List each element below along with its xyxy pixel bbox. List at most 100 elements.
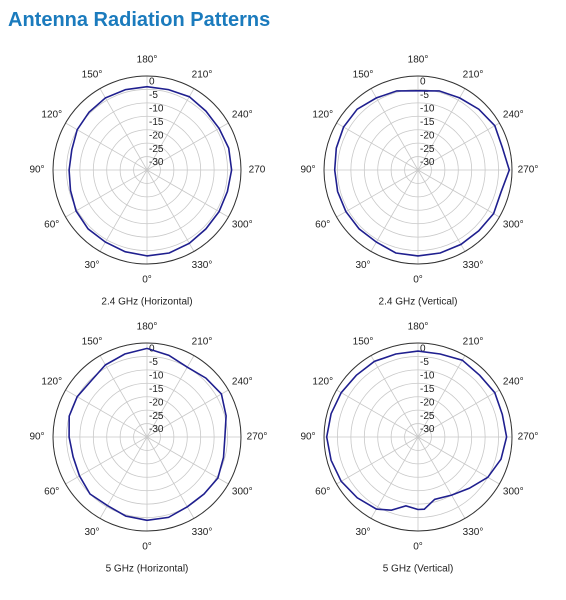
spoke bbox=[336, 436, 419, 485]
r-tick-label: -25 bbox=[420, 144, 435, 155]
ring bbox=[66, 89, 228, 251]
ring bbox=[92, 115, 202, 225]
r-tick-label: -10 bbox=[420, 103, 435, 114]
spoke bbox=[99, 169, 148, 252]
chart-caption: 5 GHz (Vertical) bbox=[383, 564, 454, 575]
ring bbox=[79, 369, 215, 505]
theta-tick-label: 240° bbox=[503, 110, 524, 121]
plot-border bbox=[52, 75, 242, 265]
spoke bbox=[370, 355, 419, 438]
spoke bbox=[336, 389, 419, 438]
ring bbox=[133, 423, 161, 451]
ring bbox=[92, 382, 202, 492]
r-tick-label: -30 bbox=[420, 424, 435, 435]
r-tick-label: -5 bbox=[420, 90, 429, 101]
spoke bbox=[146, 436, 195, 519]
r-tick-label: -20 bbox=[420, 130, 435, 141]
theta-tick-label: 240° bbox=[232, 377, 253, 388]
spoke bbox=[65, 389, 148, 438]
theta-tick-label: 60° bbox=[44, 487, 59, 498]
theta-tick-label: 150° bbox=[353, 69, 374, 80]
theta-tick-label: 180° bbox=[408, 322, 429, 333]
plot-border bbox=[323, 342, 513, 532]
ring bbox=[350, 369, 486, 505]
theta-tick-label: 30° bbox=[355, 260, 370, 271]
spoke bbox=[417, 436, 500, 485]
r-tick-label: -15 bbox=[149, 384, 164, 395]
theta-tick-label: 210° bbox=[463, 69, 484, 80]
theta-tick-label: 210° bbox=[463, 336, 484, 347]
spoke bbox=[146, 355, 195, 438]
theta-tick-label: 300° bbox=[503, 220, 524, 231]
r-tick-label: -20 bbox=[420, 397, 435, 408]
spoke bbox=[370, 88, 419, 171]
spoke bbox=[146, 389, 229, 438]
theta-tick-label: 300° bbox=[232, 487, 253, 498]
r-tick-label: -30 bbox=[149, 157, 164, 168]
theta-tick-label: 270° bbox=[518, 432, 539, 443]
r-tick-label: -25 bbox=[149, 411, 164, 422]
spoke bbox=[417, 122, 500, 171]
spoke bbox=[417, 436, 466, 519]
theta-tick-label: 90° bbox=[300, 432, 315, 443]
spoke bbox=[65, 169, 148, 218]
r-tick-label: -10 bbox=[149, 370, 164, 381]
theta-tick-label: 30° bbox=[355, 527, 370, 538]
ring bbox=[66, 356, 228, 518]
r-tick-label: 0 bbox=[149, 77, 155, 88]
theta-tick-label: 0° bbox=[413, 275, 423, 286]
theta-tick-label: 120° bbox=[41, 377, 62, 388]
r-tick-label: 0 bbox=[420, 344, 426, 355]
r-tick-label: -20 bbox=[149, 397, 164, 408]
spoke bbox=[146, 88, 195, 171]
ring bbox=[79, 102, 215, 238]
ring bbox=[337, 356, 499, 518]
chart-caption: 5 GHz (Horizontal) bbox=[106, 564, 189, 575]
r-tick-label: -5 bbox=[149, 357, 158, 368]
ring bbox=[404, 156, 432, 184]
theta-tick-label: 180° bbox=[137, 322, 158, 333]
theta-tick-label: 0° bbox=[413, 542, 423, 553]
theta-tick-label: 330° bbox=[463, 527, 484, 538]
theta-tick-label: 90° bbox=[300, 165, 315, 176]
r-tick-label: -5 bbox=[420, 357, 429, 368]
r-tick-label: -10 bbox=[149, 103, 164, 114]
chart-caption: 2.4 GHz (Horizontal) bbox=[101, 297, 192, 308]
ring bbox=[119, 142, 175, 198]
theta-tick-label: 300° bbox=[503, 487, 524, 498]
ring bbox=[350, 102, 486, 238]
pattern-line bbox=[333, 89, 511, 257]
theta-tick-label: 240° bbox=[503, 377, 524, 388]
spoke bbox=[417, 169, 500, 218]
theta-tick-label: 60° bbox=[315, 220, 330, 231]
spoke bbox=[336, 169, 419, 218]
theta-tick-label: 90° bbox=[29, 165, 44, 176]
spoke bbox=[65, 122, 148, 171]
r-tick-label: 0 bbox=[420, 77, 426, 88]
ring bbox=[133, 156, 161, 184]
ring bbox=[106, 396, 188, 478]
ring bbox=[390, 142, 446, 198]
theta-tick-label: 270° bbox=[247, 432, 268, 443]
r-tick-label: -25 bbox=[420, 411, 435, 422]
r-tick-label: -30 bbox=[420, 157, 435, 168]
ring bbox=[337, 89, 499, 251]
theta-tick-label: 180° bbox=[408, 55, 429, 66]
theta-tick-label: 330° bbox=[192, 260, 213, 271]
theta-tick-label: 300° bbox=[232, 220, 253, 231]
theta-tick-label: 210° bbox=[192, 336, 213, 347]
spoke bbox=[417, 88, 466, 171]
spoke bbox=[417, 355, 466, 438]
spoke bbox=[146, 169, 195, 252]
theta-tick-label: 0° bbox=[142, 275, 152, 286]
spoke bbox=[99, 88, 148, 171]
r-tick-label: -30 bbox=[149, 424, 164, 435]
theta-tick-label: 60° bbox=[44, 220, 59, 231]
theta-tick-label: 180° bbox=[137, 55, 158, 66]
spoke bbox=[417, 169, 466, 252]
pattern-line bbox=[325, 350, 508, 512]
ring bbox=[363, 115, 473, 225]
spoke bbox=[370, 436, 419, 519]
plot-border bbox=[52, 342, 242, 532]
ring bbox=[404, 423, 432, 451]
